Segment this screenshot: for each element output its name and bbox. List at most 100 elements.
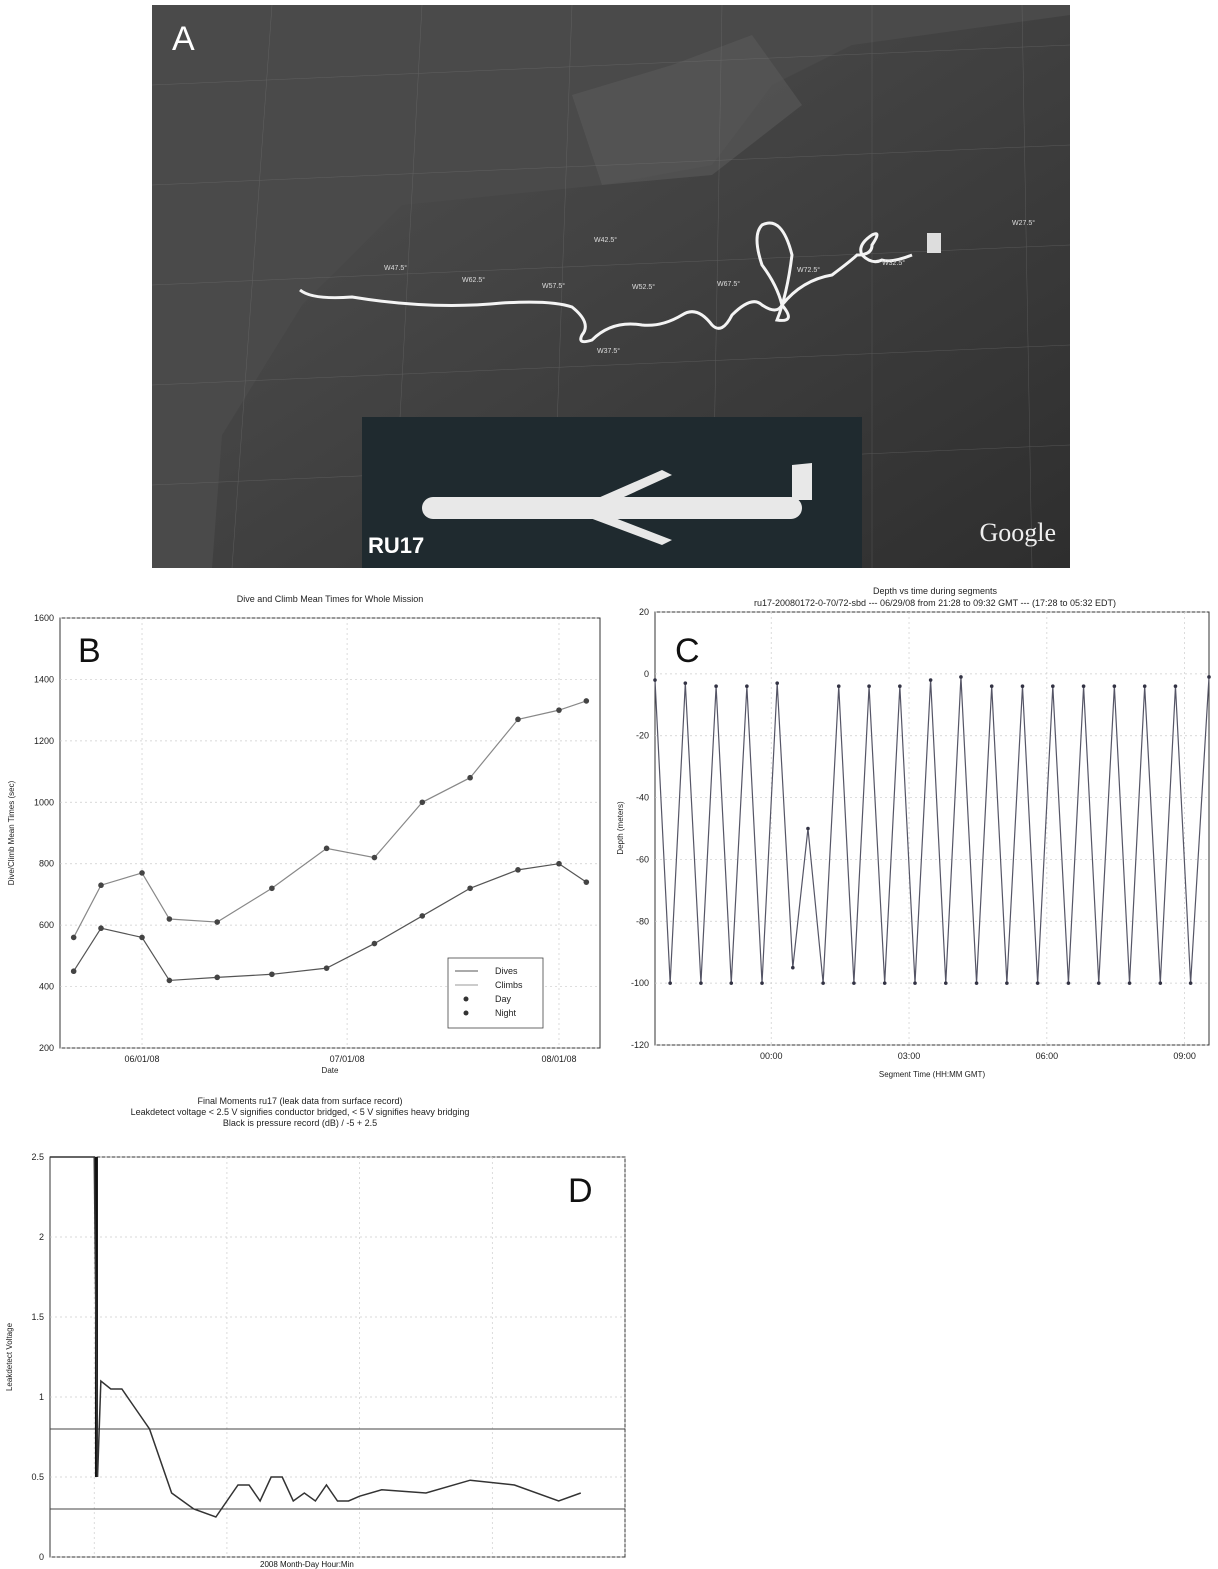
y-tick-label: -80 bbox=[636, 916, 649, 926]
map-label: W72.5° bbox=[797, 267, 821, 274]
y-tick-label: 2 bbox=[39, 1232, 44, 1242]
data-point bbox=[699, 981, 703, 985]
end-marker bbox=[927, 233, 941, 253]
y-tick-label: 1400 bbox=[34, 674, 54, 684]
data-point bbox=[928, 678, 933, 682]
chart-d: Final Moments ru17 (leak data from surfa… bbox=[5, 1096, 626, 1562]
x-tick-label: 07/01/08 bbox=[330, 1054, 365, 1064]
map-label: W47.5° bbox=[384, 265, 408, 272]
data-point bbox=[668, 981, 672, 985]
data-point bbox=[1066, 981, 1071, 985]
chart-b-x-ticks: 06/01/08 07/01/08 08/01/08 bbox=[125, 1054, 577, 1064]
data-point bbox=[898, 684, 902, 689]
data-point bbox=[419, 799, 426, 806]
x-tick-label: 08/01/08 bbox=[541, 1054, 576, 1064]
data-point bbox=[867, 684, 871, 689]
data-point bbox=[729, 981, 734, 985]
panel-letter-a: A bbox=[172, 20, 195, 58]
shelf-area bbox=[572, 35, 802, 185]
data-point bbox=[139, 870, 145, 876]
map-label: W32.5° bbox=[882, 260, 906, 267]
data-point bbox=[1096, 981, 1101, 985]
data-point bbox=[70, 968, 77, 975]
y-tick-label: 1200 bbox=[34, 736, 54, 746]
y-tick-label: 800 bbox=[39, 859, 54, 869]
panel-a-map: A RU17 Google W47.5° W42.5° W37.5° W52.5… bbox=[152, 5, 1070, 568]
data-point bbox=[556, 860, 562, 867]
data-point bbox=[371, 854, 378, 861]
data-point bbox=[1142, 684, 1147, 689]
chart-b-y-ticks: 200 400 600 800 1000 1200 1400 1600 bbox=[34, 613, 54, 1053]
chart-d-ylabel: Leakdetect Voltage bbox=[5, 1322, 14, 1391]
glider-track bbox=[299, 221, 913, 344]
y-tick-label: 20 bbox=[639, 607, 649, 617]
map-label: W27.5° bbox=[1012, 220, 1036, 227]
data-point bbox=[852, 981, 856, 985]
map-label: W62.5° bbox=[462, 277, 486, 284]
data-point bbox=[1051, 684, 1055, 689]
y-tick-label: -20 bbox=[636, 731, 649, 741]
legend-day-marker bbox=[463, 996, 469, 1002]
chart-b-data bbox=[70, 698, 590, 984]
chart-b-ylabel: Dive/Climb Mean Times (sec) bbox=[7, 780, 16, 885]
y-tick-label: -120 bbox=[631, 1040, 649, 1050]
data-point bbox=[974, 981, 979, 985]
glider-illustration bbox=[422, 463, 812, 545]
data-point bbox=[714, 684, 718, 689]
legend-night-marker bbox=[463, 1010, 469, 1016]
chart-c-y-ticks: -120 -100 -80 -60 -40 -20 0 20 bbox=[631, 607, 649, 1050]
y-tick-label: 1600 bbox=[34, 613, 54, 623]
data-point bbox=[323, 845, 330, 852]
data-point bbox=[166, 977, 173, 984]
data-point bbox=[467, 774, 473, 781]
data-point bbox=[556, 707, 562, 713]
legend-climbs-label: Climbs bbox=[495, 980, 523, 990]
data-point bbox=[760, 981, 764, 985]
chart-d-xlabel: 2008 Month-Day Hour:Min bbox=[260, 1560, 354, 1569]
y-tick-label: 1 bbox=[39, 1392, 44, 1402]
chart-b-legend: Dives Climbs Day Night bbox=[447, 957, 544, 1029]
panel-letter-c: C bbox=[675, 632, 700, 670]
data-point bbox=[515, 867, 521, 873]
x-tick-label: 06:00 bbox=[1036, 1051, 1059, 1061]
data-point bbox=[1005, 981, 1009, 985]
data-point bbox=[1158, 981, 1163, 985]
chart-d-data bbox=[50, 1156, 625, 1518]
data-point bbox=[943, 981, 948, 985]
data-point bbox=[214, 974, 221, 981]
y-tick-label: 1000 bbox=[34, 797, 54, 807]
data-point bbox=[269, 885, 275, 892]
data-point bbox=[1020, 684, 1025, 689]
data-point bbox=[683, 681, 688, 685]
data-point bbox=[1112, 684, 1117, 689]
data-point bbox=[467, 885, 473, 892]
map-label: W37.5° bbox=[597, 348, 621, 355]
data-point bbox=[419, 913, 426, 919]
chart-c-frame bbox=[654, 611, 1210, 1046]
data-point bbox=[1035, 981, 1040, 985]
data-point bbox=[70, 934, 77, 941]
y-tick-label: 0.5 bbox=[31, 1472, 44, 1482]
panel-letter-d: D bbox=[568, 1172, 593, 1210]
chart-c-xlabel: Segment Time (HH:MM GMT) bbox=[879, 1070, 986, 1079]
data-point bbox=[791, 965, 795, 970]
data-point bbox=[583, 698, 590, 704]
y-tick-label: -40 bbox=[636, 793, 649, 803]
data-point bbox=[1127, 981, 1132, 985]
y-tick-label: -100 bbox=[631, 978, 649, 988]
data-point bbox=[139, 934, 145, 941]
y-tick-label: 0 bbox=[39, 1552, 44, 1562]
data-point bbox=[323, 965, 330, 971]
y-tick-label: 1.5 bbox=[31, 1312, 44, 1322]
x-tick-label: 03:00 bbox=[898, 1051, 921, 1061]
data-point bbox=[989, 684, 994, 689]
chart-c-subtitle: ru17-20080172-0-70/72-sbd --- 06/29/08 f… bbox=[754, 598, 1116, 608]
y-tick-label: 2.5 bbox=[31, 1152, 44, 1162]
legend-night-label: Night bbox=[495, 1008, 517, 1018]
data-point bbox=[269, 971, 275, 978]
data-point bbox=[882, 981, 887, 985]
chart-b-title: Dive and Climb Mean Times for Whole Miss… bbox=[237, 594, 424, 604]
data-point bbox=[913, 981, 917, 985]
data-point bbox=[653, 678, 657, 682]
chart-d-subtitle2: Black is pressure record (dB) / -5 + 2.5 bbox=[223, 1118, 377, 1128]
